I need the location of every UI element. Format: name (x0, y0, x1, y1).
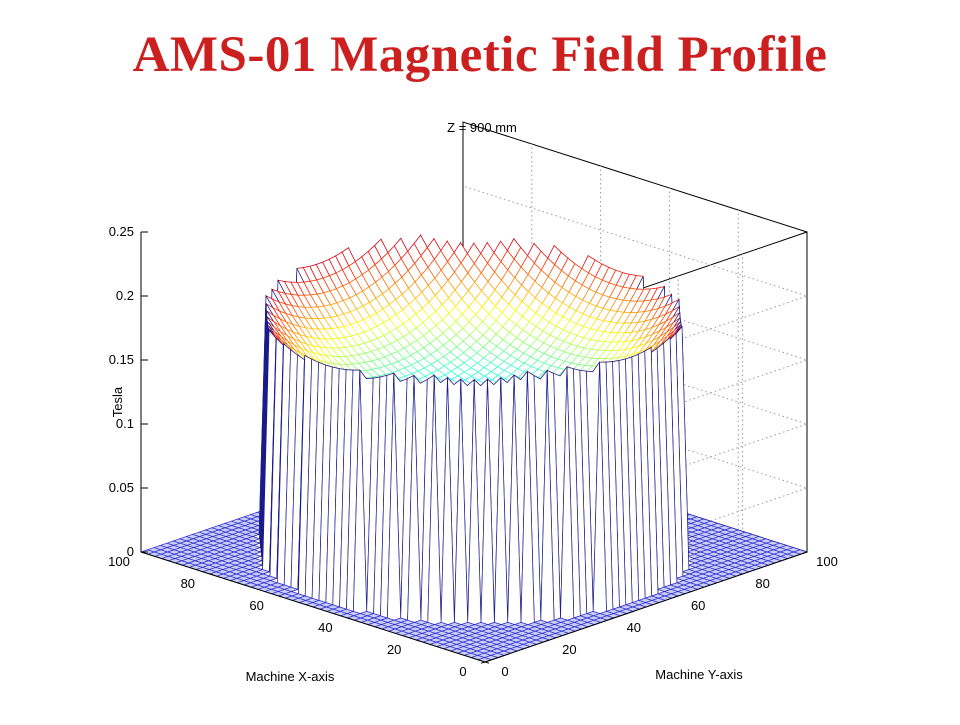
y-tick-label: 100 (816, 554, 838, 569)
y-tick-label: 80 (755, 576, 769, 591)
y-tick-label: 0 (501, 664, 508, 679)
z-tick-label: 0.25 (109, 224, 134, 239)
z-tick-label: 0.1 (116, 416, 134, 431)
y-axis-label: Machine Y-axis (655, 667, 743, 682)
z-tick-label: 0 (127, 544, 134, 559)
x-tick-mark (485, 662, 489, 663)
y-tick-mark (481, 662, 485, 663)
x-tick-label: 20 (387, 642, 401, 657)
y-tick-label: 40 (627, 620, 641, 635)
x-tick-label: 60 (249, 598, 263, 613)
x-tick-label: 40 (318, 620, 332, 635)
x-axis-label: Machine X-axis (246, 669, 335, 684)
x-tick-label: 0 (459, 664, 466, 679)
z-axis-label: Tesla (110, 386, 125, 417)
x-tick-label: 80 (181, 576, 195, 591)
z-tick-label: 0.05 (109, 480, 134, 495)
y-tick-label: 60 (691, 598, 705, 613)
surface-layer (141, 235, 807, 662)
z-tick-label: 0.2 (116, 288, 134, 303)
z-tick-label: 0.15 (109, 352, 134, 367)
chart-title: Z = 900 mm (447, 120, 517, 135)
y-tick-label: 20 (562, 642, 576, 657)
